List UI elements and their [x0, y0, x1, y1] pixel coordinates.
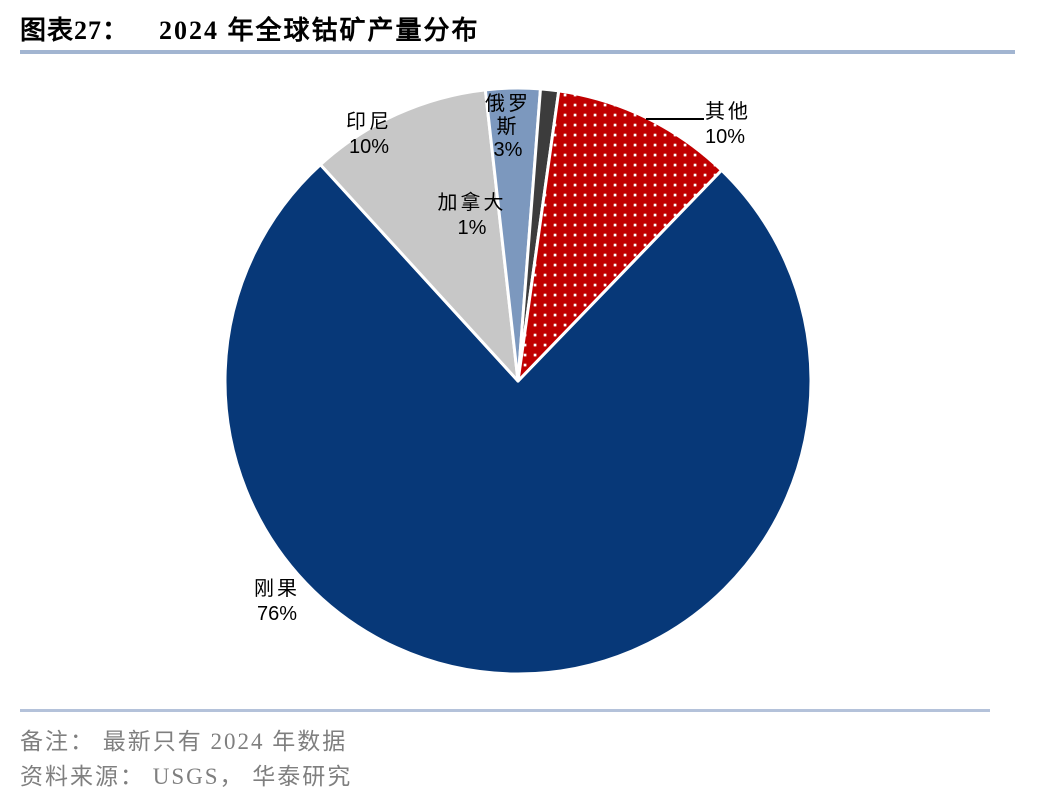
slice-label-russia: 俄罗斯 3% [482, 93, 534, 162]
pie-slice-0 [223, 163, 813, 676]
pie-chart-area: 印尼 10% 俄罗斯 3% 加拿大 1% 其他 10% 刚果 76% [223, 86, 813, 676]
chart-note: 备注： 最新只有 2024 年数据 [20, 729, 348, 754]
slice-name-congo: 刚果 [254, 578, 300, 600]
pie-slice-1 [318, 88, 520, 383]
footer-divider [20, 709, 990, 712]
slice-pct-other: 10% [705, 126, 746, 148]
pie-slice-4 [516, 89, 724, 383]
slice-label-indonesia: 印尼 10% [330, 110, 408, 160]
slice-pct-russia: 3% [493, 139, 523, 161]
other-slice-leader-line [646, 118, 704, 120]
pie-chart [223, 86, 813, 676]
figure-title-text: 2024 年全球钴矿产量分布 [159, 16, 480, 45]
slice-label-other: 其他 10% [705, 100, 775, 150]
slice-label-congo: 刚果 76% [228, 577, 326, 627]
slice-name-indonesia: 印尼 [346, 111, 392, 133]
slice-label-canada: 加拿大 1% [418, 191, 526, 241]
slice-pct-canada: 1% [457, 217, 487, 239]
title-divider [20, 50, 1015, 54]
chart-source: 资料来源： USGS， 华泰研究 [20, 764, 353, 789]
slice-name-russia: 俄罗斯 [485, 93, 531, 138]
slice-pct-congo: 76% [256, 603, 298, 625]
slice-name-canada: 加拿大 [437, 192, 507, 214]
figure-title: 图表27： 2024 年全球钴矿产量分布 [20, 10, 1020, 46]
slice-pct-indonesia: 10% [348, 136, 390, 158]
slice-name-other: 其他 [705, 101, 751, 123]
figure-label: 图表27： [20, 16, 130, 45]
